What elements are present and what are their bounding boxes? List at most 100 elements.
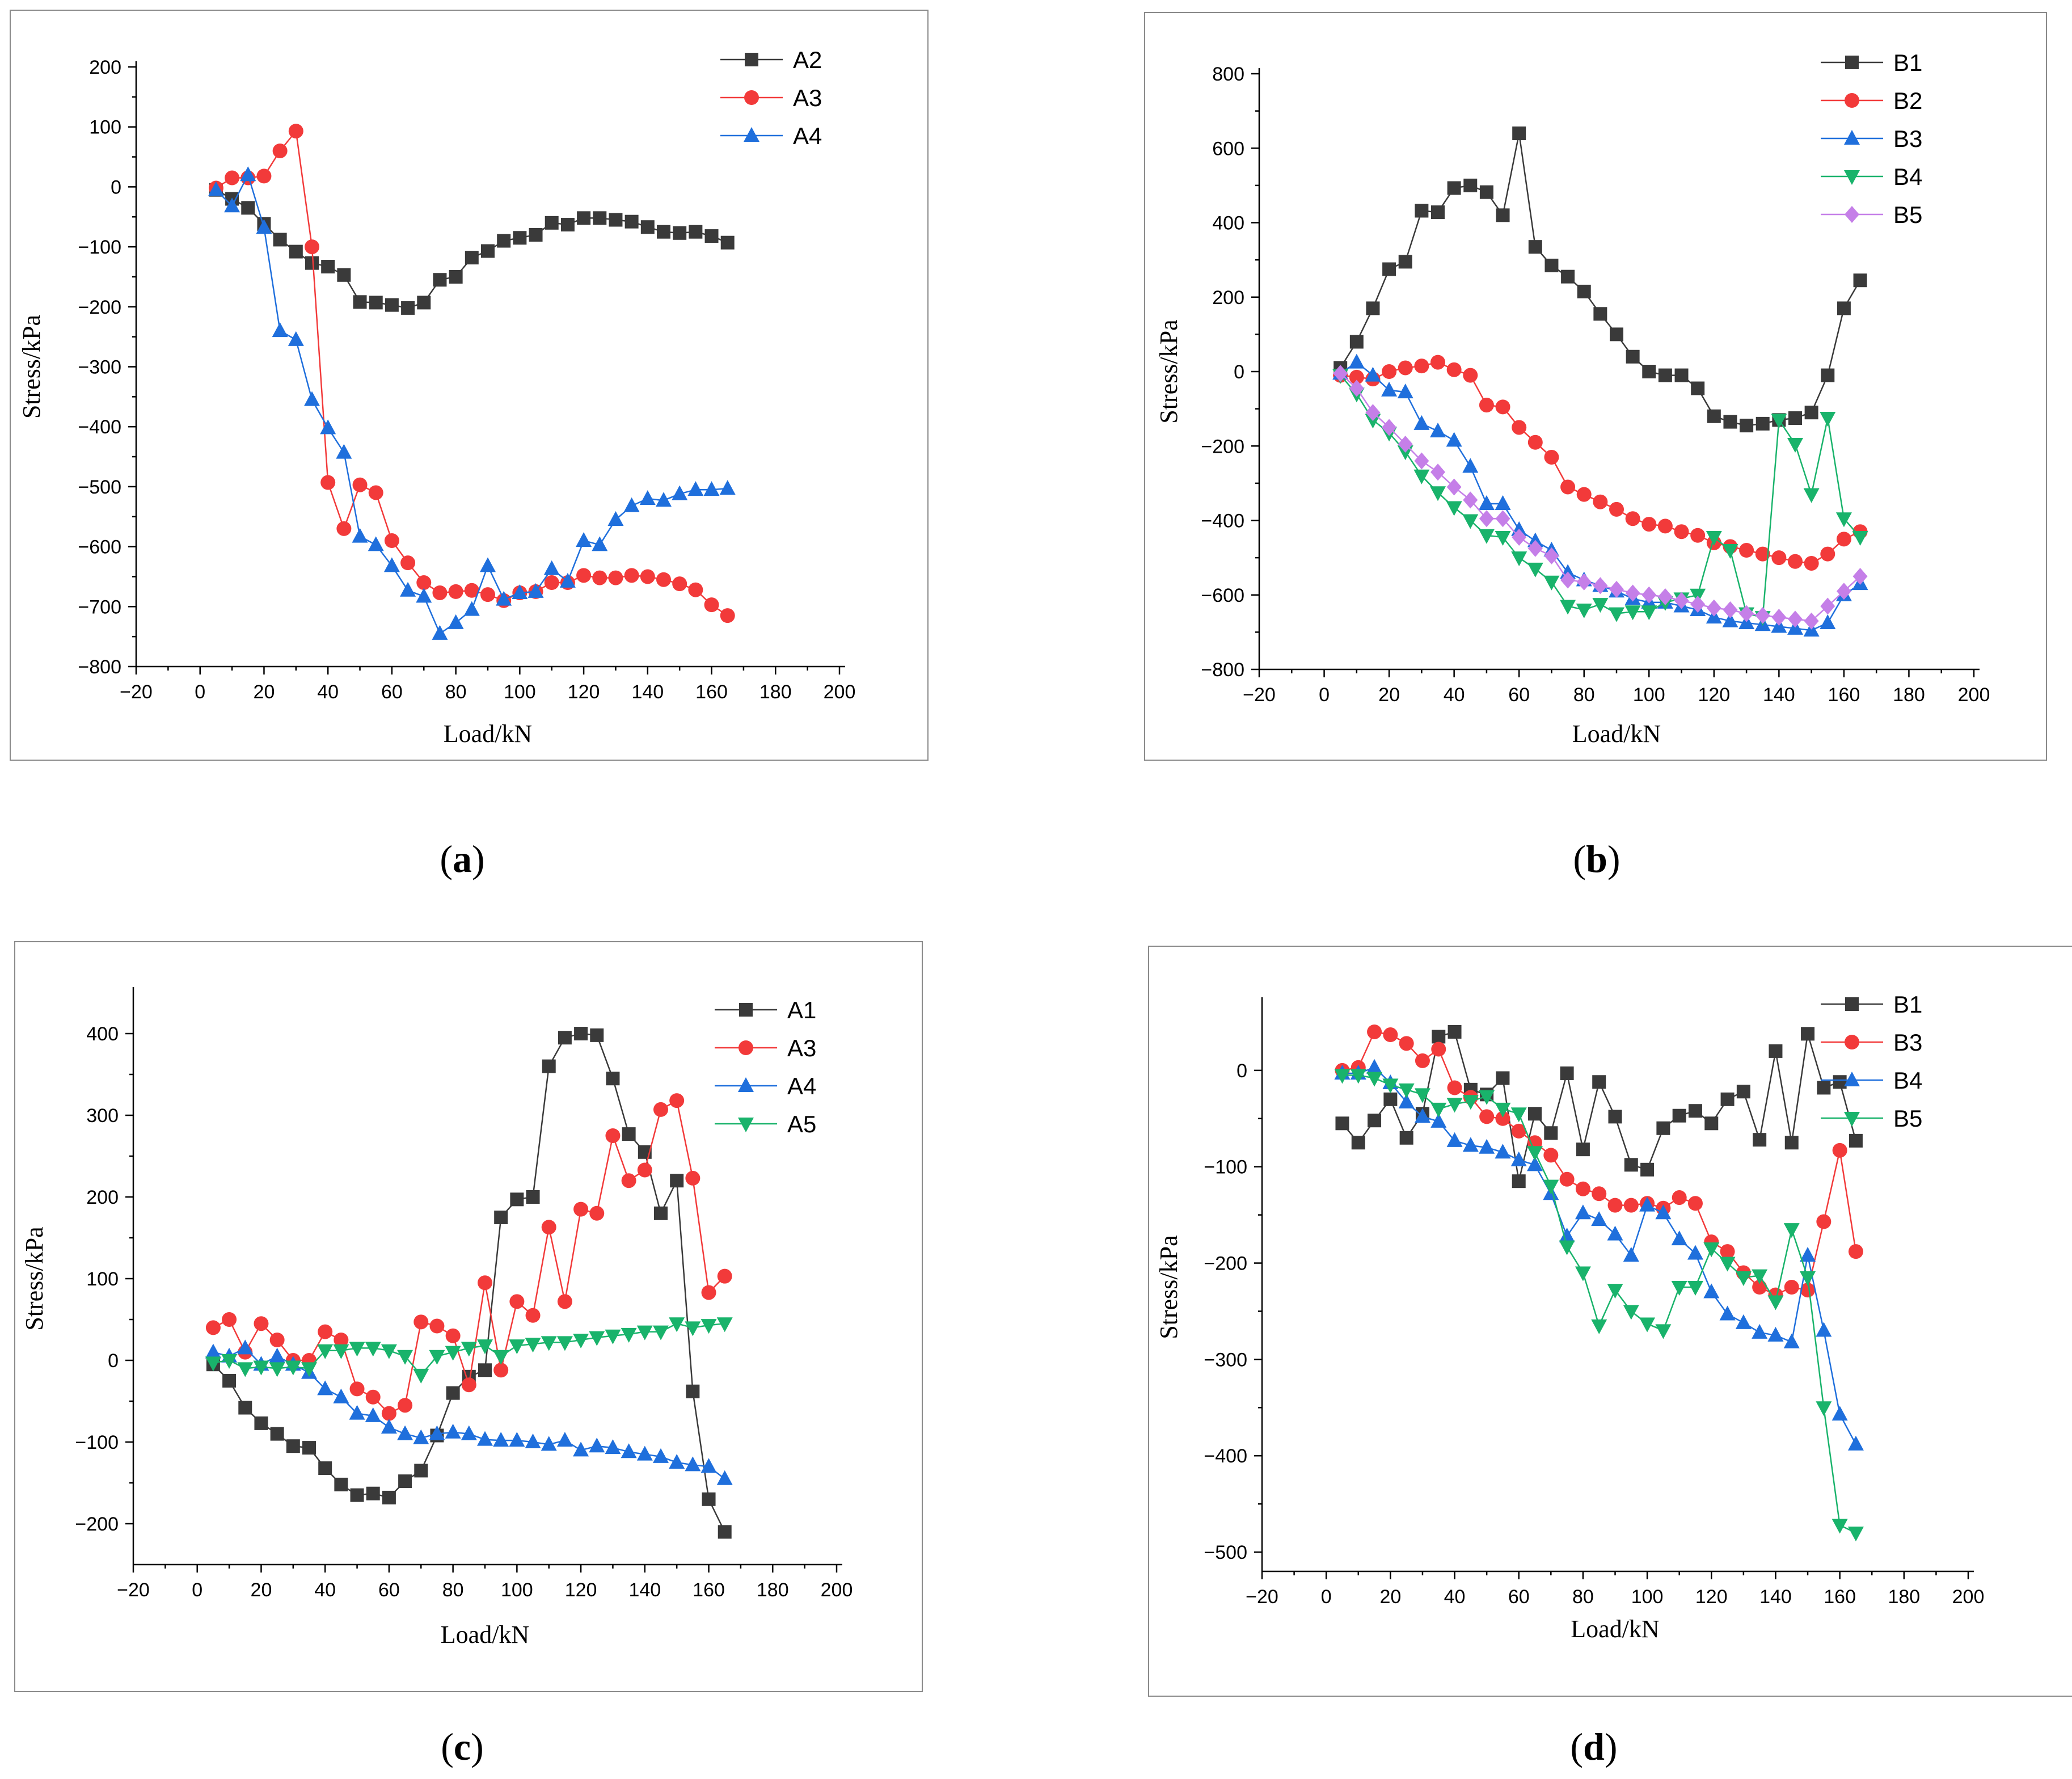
- data-point-B3: [1383, 1027, 1398, 1043]
- data-point-A5: [237, 1362, 254, 1377]
- legend-label-B5: B5: [1893, 1105, 1922, 1132]
- data-point-A5: [205, 1356, 221, 1372]
- data-point-B5: [1657, 588, 1673, 606]
- data-point-A5: [413, 1368, 429, 1384]
- data-point-B4: [1847, 1435, 1864, 1451]
- data-point-B2: [1576, 487, 1592, 502]
- data-point-B3: [1800, 1283, 1816, 1298]
- data-point-B1: [1528, 240, 1542, 254]
- data-point-B1: [1817, 1081, 1831, 1095]
- data-point-B1: [1626, 349, 1640, 364]
- data-point-A3: [400, 555, 416, 571]
- x-axis-title: Load/kN: [441, 1621, 529, 1649]
- data-point-B2: [1527, 435, 1543, 450]
- data-point-B1: [1366, 301, 1380, 315]
- data-point-A4: [589, 1437, 605, 1453]
- x-tick-label: 80: [445, 681, 467, 703]
- data-point-A4: [416, 588, 432, 603]
- data-point-B3: [1367, 1024, 1382, 1039]
- data-point-A4: [559, 572, 576, 588]
- data-point-B1: [1674, 368, 1689, 382]
- data-point-B4: [1575, 1204, 1591, 1220]
- y-tick-label: 800: [1212, 64, 1244, 85]
- y-axis-title: Stress/kPa: [1155, 319, 1183, 423]
- x-tick-label: 200: [1958, 684, 1990, 706]
- data-point-A3: [318, 1324, 333, 1339]
- data-point-B1: [1833, 1075, 1847, 1089]
- x-tick-label: 140: [1763, 684, 1795, 706]
- data-point-A3: [589, 1205, 605, 1221]
- data-point-A3: [205, 1320, 221, 1335]
- x-tick-label: 20: [1379, 1586, 1401, 1608]
- y-tick-label: 0: [1237, 1060, 1247, 1082]
- legend-marker-A4: [738, 1077, 754, 1092]
- data-point-B1: [1640, 1162, 1655, 1177]
- data-point-A5: [445, 1346, 461, 1361]
- x-tick-label: 0: [195, 681, 205, 703]
- data-point-A5: [269, 1362, 285, 1377]
- data-point-B3: [1848, 1244, 1863, 1259]
- data-point-A4: [669, 1454, 685, 1469]
- data-point-B2: [1771, 550, 1787, 566]
- data-point-B3: [1752, 1280, 1767, 1295]
- data-point-A4: [525, 1434, 541, 1448]
- data-point-A5: [381, 1344, 397, 1359]
- y-tick-label: 200: [1212, 287, 1244, 309]
- data-point-A5: [589, 1331, 605, 1346]
- data-point-A5: [221, 1354, 238, 1369]
- y-tick-label: −100: [75, 1432, 119, 1453]
- data-point-A4: [672, 485, 688, 500]
- data-point-B3: [1722, 612, 1738, 627]
- data-point-B2: [1820, 546, 1835, 562]
- data-point-B4: [1703, 1283, 1720, 1299]
- data-point-B4: [1852, 531, 1868, 546]
- data-point-A3: [305, 239, 319, 255]
- data-point-B1: [1463, 178, 1478, 192]
- x-tick-label: 40: [1444, 684, 1465, 706]
- data-point-A2: [545, 216, 559, 230]
- data-point-A2: [704, 229, 719, 243]
- data-point-A4: [365, 1407, 381, 1422]
- legend-marker-B3: [1844, 130, 1860, 145]
- legend-marker-B5: [1845, 206, 1859, 223]
- legend-label-B4: B4: [1893, 163, 1922, 190]
- data-point-A4: [463, 601, 480, 616]
- data-point-A3: [256, 168, 272, 184]
- x-tick-label: 160: [1824, 1586, 1856, 1608]
- data-point-A4: [656, 492, 672, 507]
- data-point-B4: [1687, 1245, 1703, 1260]
- y-tick-label: −500: [1204, 1542, 1247, 1563]
- x-tick-label: −20: [120, 681, 153, 703]
- data-point-B5: [1495, 510, 1510, 528]
- data-point-B1: [1608, 1110, 1622, 1124]
- x-tick-label: −20: [117, 1579, 150, 1601]
- x-tick-label: 100: [1631, 1586, 1664, 1608]
- data-point-B1: [1704, 1116, 1719, 1131]
- data-point-B5: [1703, 1242, 1720, 1258]
- x-tick-label: 120: [1698, 684, 1730, 706]
- data-point-B1: [1592, 1075, 1606, 1089]
- y-axis-title: Stress/kPa: [1155, 1235, 1183, 1339]
- data-point-A5: [253, 1360, 269, 1376]
- data-point-A5: [285, 1360, 301, 1376]
- data-point-B3: [1820, 614, 1836, 629]
- legend-label-A5: A5: [787, 1111, 816, 1137]
- x-tick-label: 140: [631, 681, 664, 703]
- x-tick-label: 60: [1508, 1586, 1530, 1608]
- data-point-A4: [685, 1456, 701, 1472]
- data-point-A3: [525, 1308, 541, 1323]
- y-tick-label: 400: [1212, 213, 1244, 234]
- data-point-B3: [1592, 1186, 1607, 1202]
- data-point-B2: [1430, 355, 1445, 370]
- data-point-B2: [1609, 501, 1624, 517]
- x-tick-label: 80: [442, 1579, 464, 1601]
- data-point-B1: [1415, 204, 1429, 218]
- data-point-A2: [609, 213, 623, 227]
- data-point-B5: [1639, 1317, 1656, 1333]
- data-point-A4: [205, 1343, 221, 1359]
- data-point-A4: [224, 197, 240, 213]
- y-tick-label: 300: [86, 1105, 119, 1127]
- data-point-B5: [1847, 1527, 1864, 1542]
- data-point-B4: [1510, 1151, 1527, 1166]
- data-point-B5: [1625, 584, 1640, 602]
